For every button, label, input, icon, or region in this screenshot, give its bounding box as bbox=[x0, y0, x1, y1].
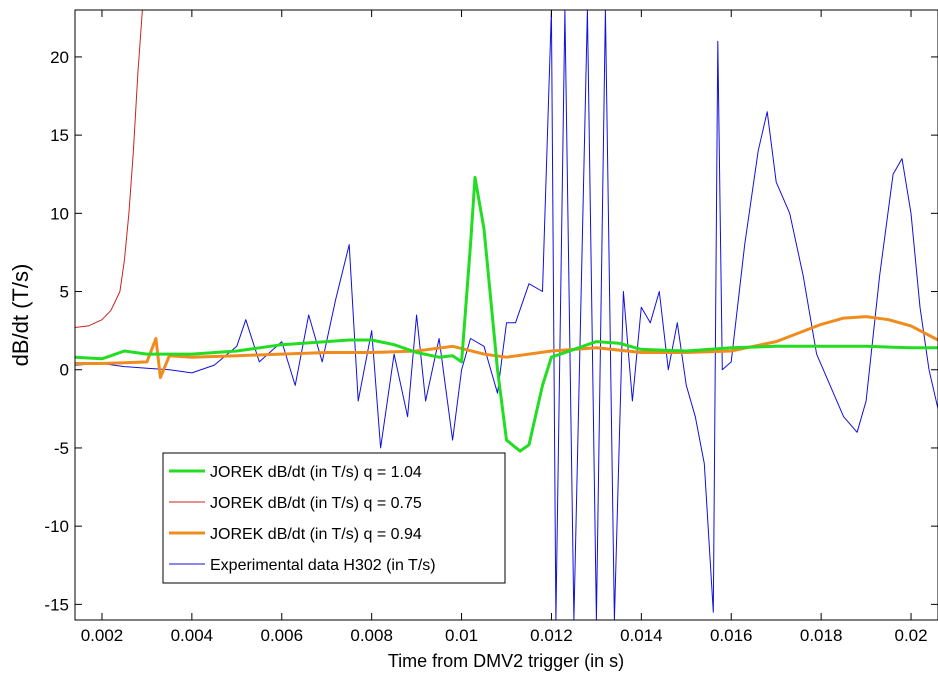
x-tick-label: 0.006 bbox=[260, 626, 303, 645]
x-tick-label: 0.008 bbox=[350, 626, 393, 645]
x-tick-label: 0.01 bbox=[445, 626, 478, 645]
series-line-3 bbox=[75, 10, 938, 620]
y-tick-label: 10 bbox=[50, 204, 69, 223]
y-tick-label: 15 bbox=[50, 126, 69, 145]
legend-label-1: JOREK dB/dt (in T/s) q = 0.75 bbox=[210, 495, 422, 512]
x-axis-label: Time from DMV2 trigger (in s) bbox=[388, 651, 624, 671]
legend-label-0: JOREK dB/dt (in T/s) q = 1.04 bbox=[210, 464, 422, 481]
y-tick-label: 5 bbox=[60, 283, 69, 302]
y-tick-label: 20 bbox=[50, 48, 69, 67]
legend-label-3: Experimental data H302 (in T/s) bbox=[210, 557, 436, 574]
y-tick-label: 0 bbox=[60, 361, 69, 380]
legend-label-2: JOREK dB/dt (in T/s) q = 0.94 bbox=[210, 526, 422, 543]
series-layer bbox=[75, 10, 938, 620]
y-tick-label: -10 bbox=[44, 517, 69, 536]
x-tick-label: 0.016 bbox=[710, 626, 753, 645]
axes-layer: 0.002 0.004 0.006 0.008 0.01 0.012 0.014 0.016 0… bbox=[44, 10, 938, 645]
series-line-0 bbox=[75, 175, 938, 453]
y-tick-label: -15 bbox=[44, 595, 69, 614]
x-tick-label: 0.02 bbox=[894, 626, 927, 645]
x-tick-label: 0.018 bbox=[800, 626, 843, 645]
legend: JOREK dB/dt (in T/s) q = 1.04 JOREK dB/dt… bbox=[162, 452, 506, 584]
legend-box bbox=[162, 452, 506, 584]
series-line-2 bbox=[75, 315, 938, 380]
x-tick-label: 0.004 bbox=[171, 626, 214, 645]
x-tick-label: 0.012 bbox=[530, 626, 573, 645]
series-line-1 bbox=[75, 10, 143, 328]
plot-frame bbox=[74, 9, 938, 621]
y-tick-label: -5 bbox=[54, 439, 69, 458]
x-tick-label: 0.002 bbox=[81, 626, 124, 645]
y-axis-label: dB/dt (T/s) bbox=[8, 264, 33, 367]
x-tick-label: 0.014 bbox=[620, 626, 663, 645]
